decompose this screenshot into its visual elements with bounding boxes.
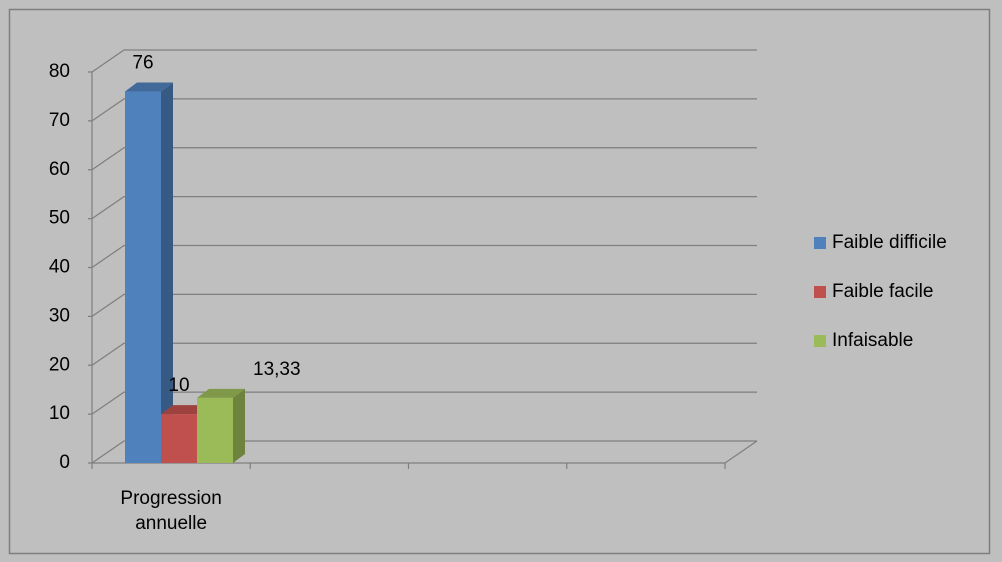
data-label: 10 — [168, 375, 189, 396]
y-tick-label: 60 — [49, 159, 70, 180]
legend-label: Infaisable — [832, 330, 913, 351]
data-label: 76 — [132, 53, 153, 74]
grid-line — [88, 49, 757, 73]
legend-label: Faible facile — [832, 281, 933, 302]
grid-line — [88, 440, 757, 464]
data-label: 13,33 — [253, 359, 301, 380]
bar-side — [161, 82, 173, 464]
grid-line — [88, 196, 757, 220]
legend-label: Faible difficile — [832, 232, 947, 253]
y-tick-label: 50 — [49, 208, 70, 229]
grid-line — [88, 391, 757, 415]
grid-line — [88, 98, 757, 122]
legend-swatch — [814, 335, 826, 347]
y-tick-label: 80 — [49, 61, 70, 82]
bar-top — [197, 388, 245, 398]
y-tick-label: 40 — [49, 257, 70, 278]
x-tick-label: Progression annuelle — [120, 488, 221, 534]
grid-line — [88, 293, 757, 317]
y-tick-label: 20 — [49, 354, 70, 375]
grid-line — [88, 147, 757, 171]
y-tick-label: 10 — [49, 403, 70, 424]
bar-top — [125, 82, 173, 92]
y-tick-label: 30 — [49, 305, 70, 326]
y-tick-label: 70 — [49, 110, 70, 131]
bar-side — [233, 388, 245, 463]
bar — [197, 397, 233, 463]
y-tick-label: 0 — [59, 452, 70, 473]
bar — [125, 91, 161, 464]
grid-line — [88, 244, 757, 269]
chart-border — [8, 8, 991, 555]
legend-swatch — [814, 286, 826, 298]
bar — [161, 414, 197, 463]
grid-line — [88, 342, 757, 366]
legend-swatch — [814, 237, 826, 249]
